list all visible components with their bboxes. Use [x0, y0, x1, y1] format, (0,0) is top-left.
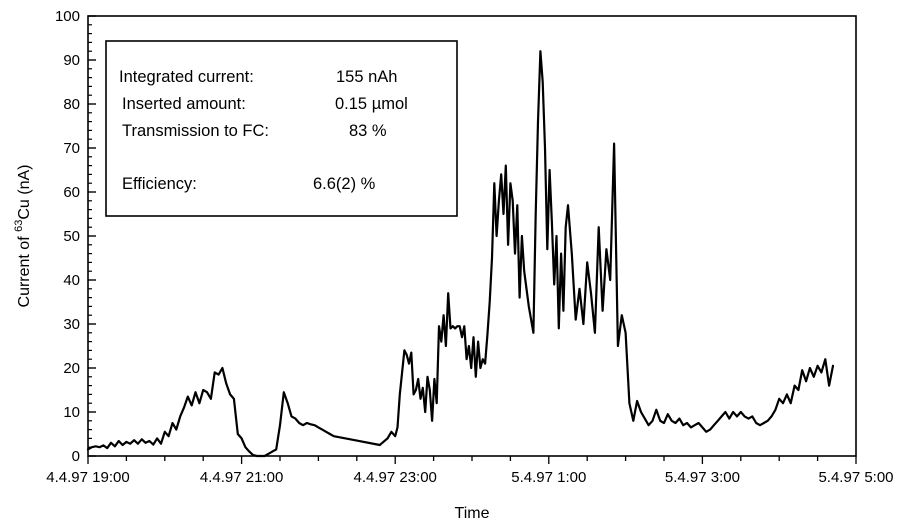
- info-box-frame: [105, 40, 458, 217]
- y-tick-label: 0: [72, 448, 80, 465]
- y-tick-label: 10: [63, 404, 80, 421]
- info-box: Integrated current: 155 nAh Inserted amo…: [105, 40, 458, 217]
- y-tick-label: 80: [63, 96, 80, 113]
- info-label-integrated-current: Integrated current:: [119, 68, 254, 86]
- series-line-current: [86, 50, 835, 458]
- y-tick-label: 70: [63, 140, 80, 157]
- y-axis-title-isotope: 63: [13, 220, 25, 232]
- x-tick-label: 4.4.97 23:00: [353, 469, 436, 486]
- x-axis-tick-labels: 4.4.97 19:00 4.4.97 21:00 4.4.97 23:00 5.4.…: [46, 469, 893, 486]
- x-axis-title: Time: [455, 505, 490, 522]
- info-label-transmission: Transmission to FC:: [122, 122, 269, 140]
- plot-frame: [87, 15, 857, 457]
- x-tick-label: 5.4.97 3:00: [665, 469, 740, 486]
- info-label-inserted-amount: Inserted amount:: [122, 95, 246, 113]
- y-axis-title: Current of 63Cu (nA): [13, 165, 33, 308]
- y-tick-label: 20: [63, 360, 80, 377]
- x-tick-label: 4.4.97 21:00: [200, 469, 283, 486]
- y-tick-label: 50: [63, 228, 80, 245]
- y-tick-label: 30: [63, 316, 80, 333]
- info-value-efficiency: 6.6(2) %: [313, 175, 376, 193]
- y-axis-title-suffix: Cu (nA): [16, 165, 33, 220]
- y-axis-title-prefix: Current of: [16, 232, 33, 308]
- info-value-inserted-amount: 0.15 µmol: [335, 95, 408, 113]
- info-value-integrated-current: 155 nAh: [336, 68, 397, 86]
- info-label-efficiency: Efficiency:: [122, 175, 197, 193]
- y-axis-tick-labels: 0 10 20 30 40 50 60 70 80 90 100: [55, 8, 80, 465]
- y-tick-label: 40: [63, 272, 80, 289]
- x-tick-label: 4.4.97 19:00: [46, 469, 129, 486]
- info-value-transmission: 83 %: [349, 122, 387, 140]
- y-tick-label: 100: [55, 8, 80, 25]
- x-tick-label: 5.4.97 5:00: [818, 469, 893, 486]
- axis-major-ticks: [87, 15, 857, 464]
- y-tick-label: 60: [63, 184, 80, 201]
- y-tick-label: 90: [63, 52, 80, 69]
- x-tick-label: 5.4.97 1:00: [511, 469, 586, 486]
